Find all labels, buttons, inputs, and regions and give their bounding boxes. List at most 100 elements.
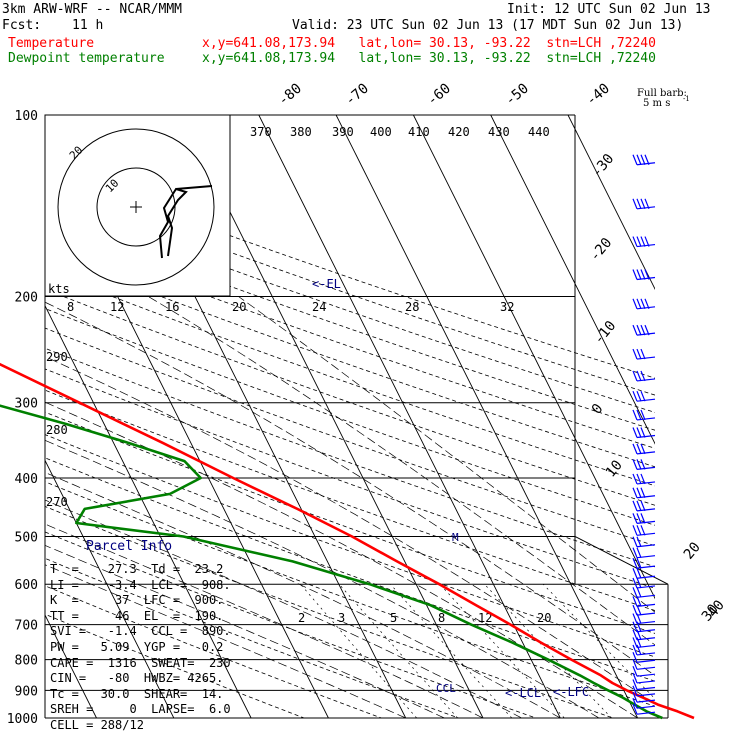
wind-barb-flag: [636, 348, 642, 360]
wind-barb-flag: [632, 536, 638, 547]
mixing-ratio-label: 28: [405, 300, 419, 314]
theta-label: 430: [488, 125, 510, 139]
isotherm: [567, 115, 655, 291]
wind-barb-flag: [632, 500, 638, 512]
wind-barb-flag: [636, 390, 642, 402]
wind-barb-flag: [636, 513, 642, 524]
wind-barb-flag: [632, 637, 638, 648]
wind-barb-flag: [632, 487, 638, 498]
wind-barb-staff: [636, 555, 656, 559]
wind-barb-staff: [636, 652, 656, 656]
parcel-info-row: CAPE = 1316 SWEAT= 230: [50, 655, 231, 670]
theta-label: 380: [290, 125, 312, 139]
parcel-info-row: K = 37 LFC = 900.: [50, 593, 224, 608]
wind-barb-flag: [636, 459, 642, 470]
wind-barb-staff: [636, 603, 656, 607]
isotherm-label: -80: [275, 81, 305, 110]
dry-adiabat: [45, 166, 655, 379]
wind-barb-staff: [636, 711, 656, 715]
wind-barb-flag: [636, 557, 642, 569]
wind-barb-flag: [632, 198, 638, 210]
moist-adiabat: [45, 356, 655, 705]
pressure-label-200: 200: [15, 291, 38, 306]
wind-barb-staff: [636, 575, 656, 579]
dry-adiabat-label: 290: [46, 350, 68, 364]
wind-barb-flag: [640, 409, 646, 421]
wind-barb-flag: [636, 587, 642, 598]
wind-barb-staff: [636, 417, 656, 421]
wind-barb-staff: [636, 481, 656, 485]
wind-barb-flag: [636, 427, 642, 438]
wind-barb-flag: [640, 500, 646, 512]
wind-barb-flag: [640, 427, 646, 438]
mixing-ratio-label: 12: [110, 300, 124, 314]
wind-barb-flag: [632, 604, 638, 616]
wind-barb-flag: [636, 409, 642, 421]
isotherm-label: -70: [342, 81, 372, 110]
isotherm-label: 10: [603, 457, 626, 480]
wind-barb-flag: [632, 665, 638, 677]
pressure-label-600: 600: [15, 578, 38, 593]
wind-barb-staff: [636, 637, 656, 641]
theta-label: 390: [332, 125, 354, 139]
dry-adiabat: [45, 557, 460, 718]
wind-barb-staff: [636, 620, 656, 625]
moist-adiabat: [45, 499, 522, 718]
wind-barb-flag: [636, 613, 642, 624]
wind-barb-flag: [632, 390, 638, 402]
wind-barb-flag: [632, 298, 638, 310]
el-marker: <-EL: [312, 277, 341, 291]
forecast-hour: 11 h: [72, 18, 104, 33]
temperature-legend: Temperature: [8, 36, 95, 51]
forecast-label: Fcst:: [2, 18, 42, 33]
wind-barb-flag: [636, 604, 642, 616]
wind-barb-flag: [632, 621, 638, 633]
mixing-ratio-line: [390, 583, 513, 718]
wind-barb-flag: [632, 672, 638, 684]
isotherm: [45, 459, 175, 718]
wind-barb-flag: [632, 236, 638, 247]
wind-barb-flag: [636, 629, 642, 640]
wind-barb-flag: [640, 154, 646, 165]
moist-adiabat: [45, 472, 561, 718]
wind-barb-flag: [640, 370, 646, 382]
right-axis-bend: [574, 536, 669, 585]
mixing-ratio-line: [338, 583, 458, 718]
wind-barb-staff: [636, 466, 656, 470]
temperature-location: x,y=641.08,173.94 lat,lon= 30.13, -93.22…: [202, 36, 656, 51]
moist-adiabat: [45, 564, 406, 718]
wind-barb-flag: [636, 269, 642, 280]
wind-barb-flag: [632, 644, 638, 656]
wind-barb-flag: [640, 473, 646, 485]
wind-barb-staff: [636, 243, 656, 248]
parcel-info-row: SREH = 0 LAPSE= 6.0: [50, 702, 231, 717]
wind-barb-staff: [636, 673, 656, 677]
wind-barb-flag: [636, 547, 642, 558]
init-time: Init: 12 UTC Sun 02 Jun 13: [507, 2, 711, 17]
wind-barb-flag: [644, 298, 650, 310]
wind-barb-staff: [636, 332, 656, 336]
wind-barb-staff: [636, 705, 656, 709]
wind-barb-flag: [636, 473, 642, 485]
wind-barb-staff: [636, 686, 656, 691]
wind-barb-flag: [632, 443, 638, 455]
parcel-info-row: CIN = -80 HWBZ= 4265.: [50, 671, 224, 686]
full-barb-label: Full barb:: [637, 88, 687, 99]
wind-barb-staff: [636, 565, 656, 569]
wind-barb-flag: [644, 269, 650, 280]
wind-barb-flag: [632, 685, 638, 697]
dry-adiabat-label: 270: [46, 495, 68, 509]
parcel-info-table: T = 27.3 Td = 23.2 LI = -3.4 LCL = 908. K …: [50, 562, 231, 734]
wind-barb-flag: [632, 697, 638, 709]
wind-marker: M: [452, 531, 459, 544]
wind-barb-flag: [632, 409, 638, 421]
parcel-markers: <-EL <-LCL <-LFC CCL M: [312, 277, 589, 700]
wind-barb-flag: [636, 324, 642, 336]
wind-barb-flag: [632, 154, 638, 165]
mixing-ratio-label: 32: [500, 300, 514, 314]
wind-barb-staff: [636, 659, 656, 663]
parcel-info-row: LI = -3.4 LCL = 908.: [50, 577, 231, 592]
wind-barb-staff: [636, 612, 656, 616]
hodograph-ring-20: [57, 128, 215, 286]
wind-barb-flag: [640, 487, 646, 498]
